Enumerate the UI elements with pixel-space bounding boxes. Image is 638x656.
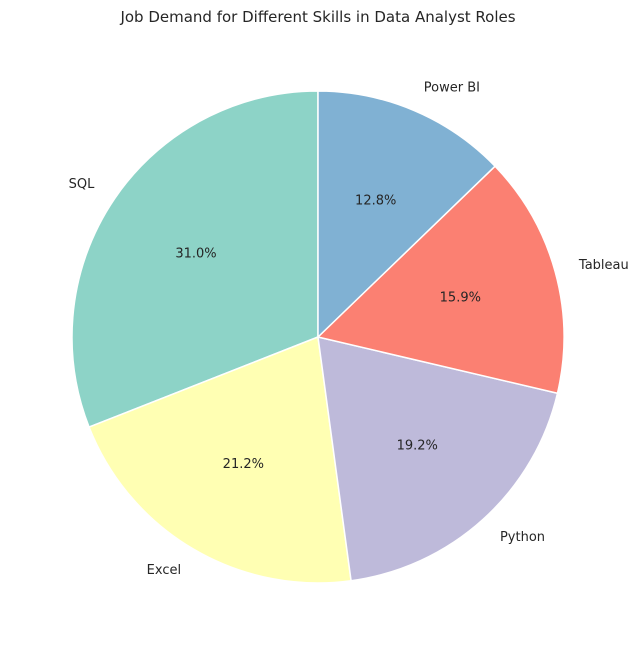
pie-slice-excel (88, 336, 352, 584)
pie-labels: SQL 31.0% Excel 21.2% Python 19.2% Tableau 15.9… (69, 80, 629, 577)
slice-percent-excel: 21.2% (223, 457, 264, 472)
slice-label-tableau: Tableau (578, 258, 629, 273)
pie-slices (71, 90, 565, 584)
pie-slice-tableau (317, 165, 565, 394)
slice-label-python: Python (500, 530, 545, 545)
chart-title: Job Demand for Different Skills in Data … (119, 8, 515, 26)
pie-slice-python (317, 336, 559, 582)
slice-percent-sql: 31.0% (175, 246, 216, 261)
slice-label-excel: Excel (147, 563, 181, 578)
slice-percent-power-bi: 12.8% (355, 194, 396, 209)
pie-slice-power-bi (317, 90, 496, 338)
slice-label-sql: SQL (69, 177, 95, 192)
pie-slice-sql (71, 90, 319, 428)
slice-percent-tableau: 15.9% (440, 290, 481, 305)
slice-label-power-bi: Power BI (424, 80, 480, 95)
slice-percent-python: 19.2% (397, 439, 438, 454)
